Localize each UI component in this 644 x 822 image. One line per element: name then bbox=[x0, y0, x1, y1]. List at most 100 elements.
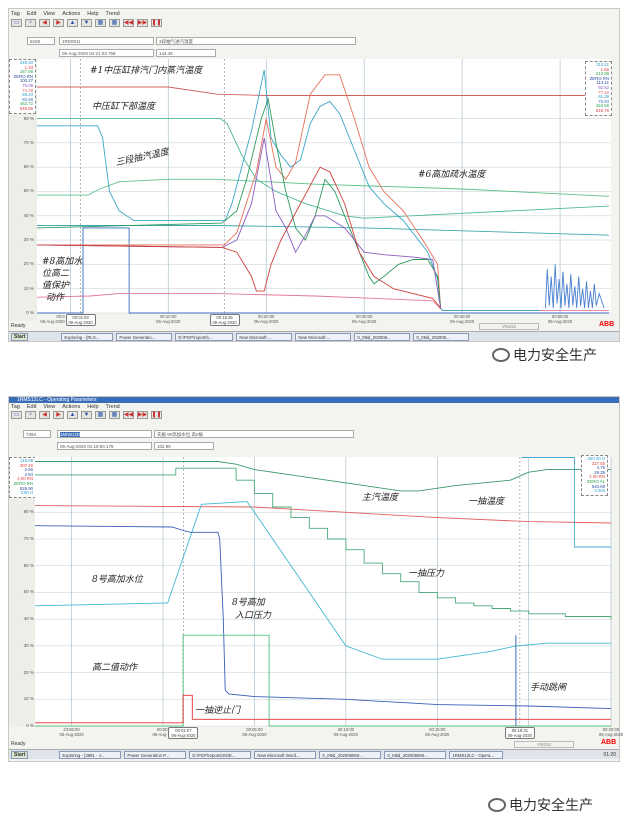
series-line-10 bbox=[36, 166, 441, 309]
taskbar-item[interactable]: D:\PGP\reports\... bbox=[175, 332, 234, 341]
x-tick-label: 00:15:00 06-Aug-2020 bbox=[425, 727, 450, 737]
menu-tag[interactable]: Tag bbox=[11, 404, 20, 410]
tag-id-field[interactable]: 1RD0011 bbox=[59, 37, 154, 45]
fast-forward-icon[interactable]: ▶▶ bbox=[137, 411, 148, 419]
start-button[interactable]: Start bbox=[11, 750, 29, 759]
arrow-up-icon[interactable]: ▲ bbox=[67, 411, 78, 419]
start-button[interactable]: Start bbox=[11, 332, 29, 341]
y-tick-label: 0 % bbox=[26, 723, 34, 728]
annotation: #1中压缸排汽门内蒸汽温度 bbox=[90, 66, 203, 76]
y-tick-label: 30 % bbox=[23, 237, 34, 243]
watermark: 电力安全生产 bbox=[488, 795, 593, 815]
pin-icon[interactable]: ♆ bbox=[25, 19, 36, 27]
legend-value: 2.56 bbox=[24, 467, 33, 473]
menu-view[interactable]: View bbox=[43, 11, 56, 17]
chart-icon[interactable]: ▦ bbox=[95, 19, 106, 27]
x-tick-label: 23:55:00 05-Aug-2020 bbox=[59, 727, 84, 737]
arrow-right-icon[interactable]: ▶ bbox=[53, 411, 64, 419]
annotation: 一抽温度 bbox=[468, 497, 505, 507]
taskbar-item[interactable]: 0_09id_202008... bbox=[413, 332, 470, 341]
chart-alt-icon[interactable]: ▦ bbox=[109, 19, 120, 27]
taskbar-item[interactable]: New Microsoft ... bbox=[236, 332, 293, 341]
taskbar-item[interactable]: D:\PGP\reports\SOE... bbox=[189, 750, 252, 759]
taskbar-item[interactable]: Exploring - [3881 - J... bbox=[59, 750, 122, 759]
annotation: 位高二 bbox=[42, 269, 70, 279]
tag-number-field[interactable]: 7394 bbox=[23, 430, 51, 438]
menu-view[interactable]: View bbox=[43, 404, 56, 410]
annotation: 主汽温度 bbox=[362, 493, 399, 503]
open-folder-icon[interactable]: ▭ bbox=[11, 411, 22, 419]
plot-area[interactable] bbox=[36, 59, 611, 314]
legend-value: 77.42 bbox=[598, 89, 609, 95]
legend-value: 82.69 bbox=[22, 96, 33, 102]
menu-edit[interactable]: Edit bbox=[26, 11, 37, 17]
taskbar-item[interactable]: Power Generatio... bbox=[116, 332, 173, 341]
arrow-down-icon[interactable]: ▼ bbox=[81, 19, 92, 27]
tag-id-field[interactable]: 1MN512D bbox=[57, 430, 152, 438]
taskbar-item[interactable]: 0_09id_202008060... bbox=[384, 750, 447, 759]
arrow-right-icon[interactable]: ▶ bbox=[53, 19, 64, 27]
window-title: 1RMS12LC - Operating Parameters bbox=[9, 397, 619, 403]
vm-indicator: VM152 bbox=[514, 741, 574, 748]
cursor-label[interactable]: 00:15:45 06-Aug-2020 bbox=[209, 314, 240, 326]
series-line-2 bbox=[34, 505, 612, 524]
annotation: 高二值动作 bbox=[92, 663, 138, 673]
chart-icon[interactable]: ▦ bbox=[95, 411, 106, 419]
cursor-label[interactable]: 00:19:31 06-Aug-2020 bbox=[504, 727, 535, 739]
fast-forward-icon[interactable]: ▶▶ bbox=[137, 19, 148, 27]
taskbar-item[interactable]: New Microsoft ... bbox=[295, 332, 352, 341]
pause-icon[interactable]: ❚❚ bbox=[151, 19, 162, 27]
arrow-down-icon[interactable]: ▼ bbox=[81, 411, 92, 419]
legend-value: 61.38 bbox=[598, 94, 609, 100]
menu-edit[interactable]: Edit bbox=[26, 404, 37, 410]
legend-left: 449.40 1.33 167.98 ZERO RN 100.27 76.08 74.38 5… bbox=[9, 59, 36, 114]
taskbar-item[interactable]: Power Generation P... bbox=[124, 750, 187, 759]
open-folder-icon[interactable]: ▭ bbox=[11, 19, 22, 27]
chart-alt-icon[interactable]: ▦ bbox=[109, 411, 120, 419]
menu-actions[interactable]: Actions bbox=[62, 11, 81, 17]
value-field[interactable]: 144.45 bbox=[156, 49, 216, 57]
rewind-icon[interactable]: ◀◀ bbox=[123, 411, 134, 419]
series-line-5 bbox=[36, 293, 609, 312]
tag-number-field[interactable]: 6228 bbox=[27, 37, 55, 45]
taskbar-item[interactable]: 0_09id_202008... bbox=[354, 332, 411, 341]
value-field[interactable]: 102.95 bbox=[154, 442, 214, 450]
legend-value: 549.86 bbox=[19, 105, 33, 111]
menu-trend[interactable]: Trend bbox=[105, 11, 120, 17]
timestamp-field[interactable]: 06-Aug-2020 01:19:50.178 bbox=[57, 442, 152, 450]
x-tick-label: 00:20:00 06-Aug-2020 bbox=[254, 314, 279, 324]
menu-help[interactable]: Help bbox=[87, 404, 99, 410]
plot-area[interactable] bbox=[34, 457, 612, 727]
taskbar-item[interactable]: 1RMS12LC - Opera... bbox=[449, 750, 504, 759]
menu-help[interactable]: Help bbox=[87, 11, 99, 17]
description-field[interactable]: 3段抽气进汽温度 bbox=[156, 37, 356, 45]
annotation: 一抽逆止门 bbox=[195, 706, 241, 716]
cursor-label[interactable]: 00:01:07 06-Aug-2020 bbox=[168, 727, 199, 739]
y-tick-label: 60 % bbox=[23, 164, 34, 170]
menu-tag[interactable]: Tag bbox=[11, 11, 20, 17]
annotation: 入口压力 bbox=[235, 611, 272, 621]
taskbar-item[interactable]: New Microsoft Word... bbox=[254, 750, 317, 759]
arrow-left-icon[interactable]: ◀ bbox=[39, 411, 50, 419]
legend-value: 92.52 bbox=[598, 84, 609, 90]
y-tick-label: 70 % bbox=[23, 139, 34, 145]
menu-actions[interactable]: Actions bbox=[62, 404, 81, 410]
rewind-icon[interactable]: ◀◀ bbox=[123, 19, 134, 27]
toolbar: ▭ ♆ ◀ ▶ ▲ ▼ ▦ ▦ ◀◀ ▶▶ ❚❚ bbox=[11, 19, 162, 27]
description-field[interactable]: 先报 8#高加水位 高II报 bbox=[154, 430, 354, 438]
y-tick-label: 20 % bbox=[23, 261, 34, 267]
pause-icon[interactable]: ❚❚ bbox=[151, 411, 162, 419]
taskbar-item[interactable]: Exploring - [RLS... bbox=[61, 332, 114, 341]
taskbar-item[interactable]: 0_09id_202008060... bbox=[319, 750, 382, 759]
timestamp-field[interactable]: 06-Aug-2020 04:21:03.758 bbox=[59, 49, 154, 57]
arrow-left-icon[interactable]: ◀ bbox=[39, 19, 50, 27]
series-line-1 bbox=[37, 118, 610, 219]
cursor-label[interactable]: 00:01:03 06-Aug-2020 bbox=[65, 314, 96, 326]
legend-value: 118.09 bbox=[20, 458, 33, 463]
x-tick-label: 00:00 06-Aug- bbox=[152, 727, 168, 737]
menu-trend[interactable]: Trend bbox=[105, 404, 120, 410]
legend-value: ZERO RN bbox=[589, 75, 609, 81]
arrow-up-icon[interactable]: ▲ bbox=[67, 19, 78, 27]
wechat-icon bbox=[492, 348, 510, 362]
pin-icon[interactable]: ♆ bbox=[25, 411, 36, 419]
